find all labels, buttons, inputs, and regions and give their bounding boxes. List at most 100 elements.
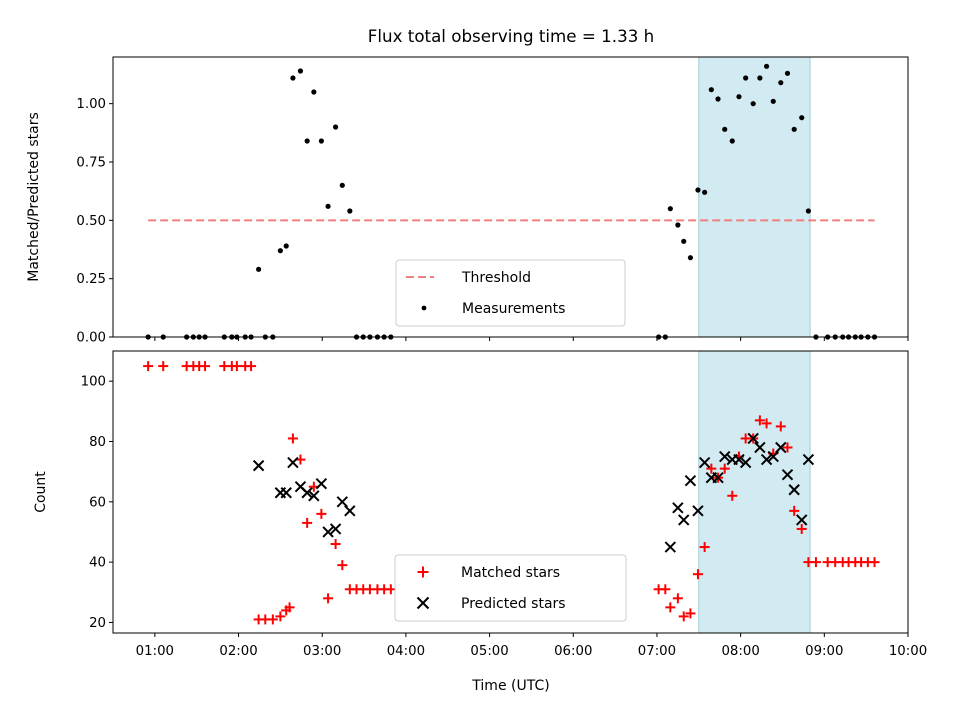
- legend-label: Measurements: [462, 301, 565, 317]
- data-point-0-51: [791, 126, 797, 132]
- data-point-0-41: [722, 126, 728, 132]
- data-point-0-14: [275, 611, 286, 622]
- y-tick-label: 0.75: [76, 156, 106, 171]
- data-point-0-38: [692, 569, 703, 580]
- data-point-1-3: [287, 456, 299, 469]
- data-point-0-21: [316, 508, 327, 519]
- y-tick-label: 60: [89, 495, 106, 510]
- data-point-1-20-b: [719, 450, 731, 463]
- data-point-1-27: [767, 450, 779, 463]
- data-point-0-5: [200, 361, 211, 372]
- data-point-1-16: [692, 505, 704, 517]
- data-point-0-35: [672, 593, 683, 604]
- series-matched-stars: [143, 361, 880, 625]
- y-tick-label: 100: [81, 375, 106, 390]
- y-tick-label: 0.25: [76, 272, 106, 287]
- data-point-0-47: [754, 415, 765, 426]
- data-point-1-32-b: [802, 453, 815, 466]
- x-tick-label: 09:00: [805, 644, 843, 659]
- data-point-0-48: [761, 418, 772, 429]
- data-point-0-43: [736, 94, 742, 100]
- data-point-1-32: [802, 453, 815, 466]
- data-point-0-35: [681, 238, 687, 244]
- data-point-1-9-b: [329, 523, 342, 535]
- data-point-0-38: [702, 189, 708, 195]
- data-point-0-36: [678, 611, 689, 622]
- data-point-1-17-b: [698, 456, 711, 469]
- data-point-0-20: [318, 138, 324, 144]
- x-tick-label: 08:00: [721, 644, 759, 659]
- data-point-1-22: [733, 453, 745, 466]
- data-point-1-0-b: [252, 459, 265, 472]
- data-point-1-25: [754, 441, 766, 454]
- legend: Threshold Measurements: [395, 259, 626, 327]
- data-point-0-16: [290, 75, 296, 81]
- data-point-1-4-b: [294, 481, 307, 493]
- data-point-0-34: [675, 222, 681, 228]
- data-point-0-16: [284, 602, 295, 613]
- y-tick-label: 1.00: [76, 97, 106, 112]
- data-point-0-19: [302, 517, 313, 528]
- data-point-0-50: [784, 70, 791, 76]
- data-point-1-8-b: [322, 526, 334, 538]
- data-point-1-26: [760, 453, 773, 466]
- data-point-0-52: [789, 505, 800, 516]
- data-point-1-27-b: [767, 450, 779, 463]
- x-tick-label: 01:00: [136, 644, 174, 659]
- legend-swatch-0: [417, 566, 429, 578]
- data-point-0-33: [667, 206, 673, 212]
- data-point-1-0: [252, 459, 265, 472]
- data-point-0-21: [325, 203, 331, 209]
- x-tick-label: 02:00: [219, 644, 257, 659]
- data-point-1-23: [739, 456, 752, 469]
- data-point-1-16-b: [692, 505, 704, 517]
- data-point-1-6: [308, 490, 320, 502]
- data-point-0-14: [277, 248, 283, 254]
- data-point-0-49: [778, 80, 784, 86]
- data-point-1-25-b: [754, 441, 766, 454]
- y-tick-label: 20: [89, 616, 106, 631]
- y-tick-label: 40: [89, 556, 106, 571]
- data-point-1-14-b: [678, 514, 690, 526]
- data-point-1-15: [684, 474, 697, 487]
- data-point-0-19: [311, 89, 317, 95]
- data-point-1-31: [796, 514, 808, 526]
- data-point-0-24: [337, 560, 348, 571]
- data-point-0-10: [246, 361, 257, 372]
- data-point-0-23: [330, 539, 341, 550]
- data-point-1-11: [344, 505, 356, 517]
- data-point-0-53: [805, 208, 812, 214]
- legend-swatch-1: [421, 305, 427, 311]
- legend-swatch-1-b: [416, 596, 430, 610]
- data-point-0-52: [799, 115, 805, 121]
- data-point-0-53: [796, 523, 807, 534]
- y-tick-label: 0.50: [76, 214, 106, 229]
- legend-label: Matched stars: [461, 565, 560, 581]
- data-point-0-33: [660, 584, 671, 595]
- data-point-1-9: [329, 523, 342, 535]
- data-point-0-0: [143, 361, 154, 372]
- data-point-1-28: [775, 441, 787, 454]
- data-point-1-5: [301, 487, 313, 499]
- data-point-0-63: [869, 557, 880, 568]
- data-point-0-31: [385, 584, 396, 595]
- y-axis-title: Count: [33, 471, 49, 513]
- data-point-0-55: [810, 557, 821, 568]
- count-panel: 20 40 60 80 100 01:00 02:00 03:00 04:00 05:00 06:0…: [33, 350, 927, 659]
- legend-label: Predicted stars: [461, 596, 566, 612]
- data-point-0-17: [287, 433, 298, 444]
- data-point-0-36: [687, 255, 694, 261]
- data-point-0-51: [782, 442, 793, 453]
- data-point-0-22: [323, 593, 334, 604]
- x-tick-label: 06:00: [554, 644, 592, 659]
- x-axis-title: Time (UTC): [471, 678, 549, 694]
- data-point-0-37: [695, 187, 701, 193]
- legend-swatch-1: [416, 596, 430, 610]
- x-tick-label: 04:00: [387, 644, 425, 659]
- data-point-1-11-b: [344, 505, 356, 517]
- x-tick-label: 07:00: [638, 644, 676, 659]
- highlight-span: [698, 350, 811, 634]
- data-point-0-8: [231, 361, 242, 372]
- data-point-1-29: [781, 468, 794, 481]
